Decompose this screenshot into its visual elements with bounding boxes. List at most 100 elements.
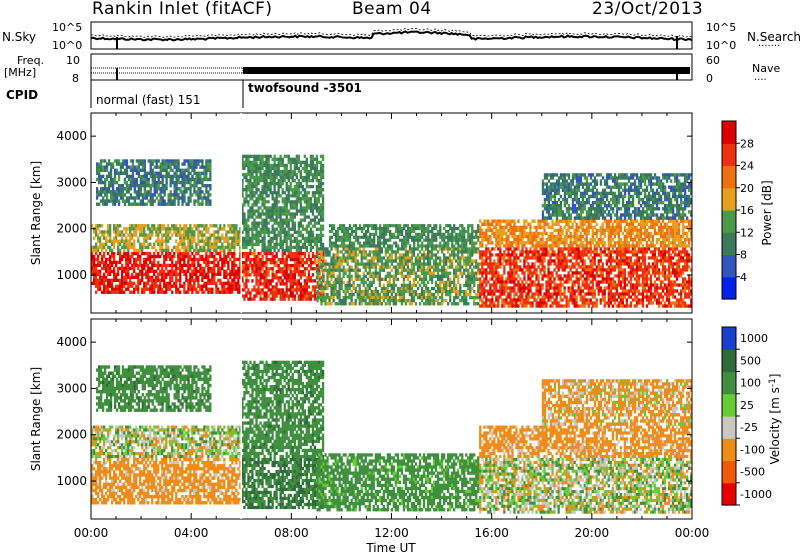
heatmap-cell <box>289 215 292 219</box>
heatmap-cell <box>159 227 162 231</box>
heatmap-cell <box>449 253 452 257</box>
heatmap-cell <box>177 165 180 169</box>
heatmap-cell <box>257 233 260 237</box>
nsearch-tick-low: 10^0 <box>706 39 736 52</box>
heatmap-cell <box>368 265 371 269</box>
heatmap-cell <box>293 212 296 216</box>
heatmap-cell <box>195 269 198 273</box>
heatmap-cell <box>145 260 148 265</box>
heatmap-cell <box>309 236 313 240</box>
heatmap-cell <box>317 212 321 216</box>
heatmap-cell <box>271 215 274 219</box>
heatmap-cell <box>398 262 402 266</box>
heatmap-cell <box>403 224 406 228</box>
heatmap-cell <box>119 233 122 237</box>
heatmap-cell <box>149 174 152 179</box>
heatmap-cell <box>255 185 258 189</box>
heatmap-cell <box>159 171 162 175</box>
heatmap-cell <box>207 254 210 259</box>
heatmap-cell <box>301 166 304 171</box>
heatmap-cell <box>379 229 382 234</box>
heatmap-cell <box>121 284 124 288</box>
heatmap-cell <box>324 253 327 257</box>
heatmap-cell <box>171 224 174 228</box>
heatmap-cell <box>360 277 363 281</box>
heatmap-cell <box>275 203 278 207</box>
heatmap-cell <box>137 196 140 200</box>
heatmap-cell <box>223 290 226 294</box>
heatmap-cell <box>340 277 343 281</box>
heatmap-cell <box>149 230 152 234</box>
heatmap-cell <box>303 197 306 201</box>
heatmap-cell <box>386 292 389 297</box>
heatmap-cell <box>241 218 244 222</box>
heatmap-cell <box>183 174 186 179</box>
heatmap-cell <box>167 233 170 237</box>
heatmap-cell <box>295 209 298 213</box>
heatmap-cell <box>293 157 296 161</box>
heatmap-cell <box>287 248 290 253</box>
heatmap-cell <box>437 232 440 236</box>
heatmap-cell <box>255 157 258 161</box>
heatmap-cell <box>360 235 364 239</box>
heatmap-cell <box>317 209 321 213</box>
heatmap-cell <box>415 235 418 239</box>
heatmap-cell <box>159 199 162 203</box>
heatmap-cell <box>93 278 96 282</box>
heatmap-cell <box>279 245 282 250</box>
heatmap-cell <box>169 254 172 259</box>
heatmap-cell <box>245 285 248 289</box>
heatmap-cell <box>352 256 355 260</box>
heatmap-cell <box>283 197 286 201</box>
heatmap-cell <box>163 278 166 282</box>
heatmap-cell <box>287 288 290 292</box>
heatmap-cell <box>303 179 306 183</box>
heatmap-cell <box>356 289 359 294</box>
heatmap-cell <box>445 292 448 297</box>
heatmap-cell <box>295 245 298 250</box>
heatmap-cell <box>388 259 391 263</box>
heatmap-cell <box>320 265 323 269</box>
heatmap-cell <box>420 271 424 275</box>
heatmap-cell <box>125 287 128 291</box>
heatmap-cell <box>117 187 121 191</box>
heatmap-cell <box>257 264 260 268</box>
heatmap-cell <box>316 259 319 263</box>
heatmap-cell <box>109 248 112 253</box>
heatmap-cell <box>305 157 308 161</box>
heatmap-cell <box>393 232 396 236</box>
nave-tick-high: 60 <box>706 54 720 67</box>
heatmap-cell <box>328 235 332 239</box>
heatmap-cell <box>251 206 254 210</box>
heatmap-cell <box>321 157 325 161</box>
heatmap-cell <box>189 278 192 282</box>
heatmap-cell <box>436 268 440 272</box>
heatmap-cell <box>303 291 306 295</box>
heatmap-cell <box>255 291 258 295</box>
heatmap-cell <box>209 248 212 253</box>
heatmap-cell <box>279 194 282 198</box>
heatmap-cell <box>237 272 240 276</box>
heatmap-cell <box>213 260 216 265</box>
heatmap-cell <box>267 163 270 168</box>
heatmap-cell <box>409 244 412 248</box>
heatmap-cell <box>455 292 458 297</box>
heatmap-cell <box>493 304 496 308</box>
heatmap-cell <box>247 160 250 164</box>
heatmap-cell <box>261 166 264 171</box>
heatmap-cell <box>189 199 192 203</box>
heatmap-cell <box>93 248 96 253</box>
heatmap-cell <box>107 263 110 268</box>
heatmap-cell <box>249 212 252 216</box>
heatmap-cell <box>129 239 132 243</box>
heatmap-cell <box>390 289 393 294</box>
heatmap-cell <box>225 287 228 291</box>
heatmap-cell <box>350 259 353 263</box>
heatmap-cell <box>493 286 496 290</box>
heatmap-cell <box>113 202 117 206</box>
heatmap-cell <box>358 268 361 272</box>
heatmap-cell <box>139 260 142 265</box>
heatmap-cell <box>127 266 130 271</box>
heatmap-cell <box>447 289 450 294</box>
heatmap-cell <box>370 265 373 269</box>
